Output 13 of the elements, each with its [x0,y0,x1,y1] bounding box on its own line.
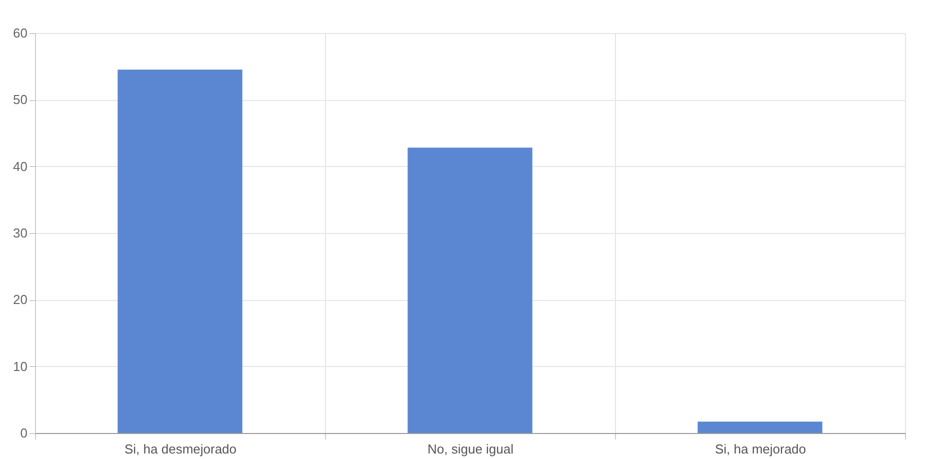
y-tick-label: 10 [13,358,28,374]
x-tick-label: Si, ha mejorado [714,442,806,456]
y-tick-label: 20 [13,292,28,308]
y-tick-label: 60 [13,26,28,40]
y-tick-label: 0 [20,426,28,440]
bar [118,70,242,433]
bar [698,422,822,433]
y-tick-label: 30 [13,226,28,240]
y-tick-label: 40 [13,158,28,174]
y-tick-label: 50 [13,92,28,108]
x-tick-label: No, sigue igual [428,442,514,456]
bar [408,148,532,433]
x-tick-label: Si, ha desmejorado [124,442,237,456]
